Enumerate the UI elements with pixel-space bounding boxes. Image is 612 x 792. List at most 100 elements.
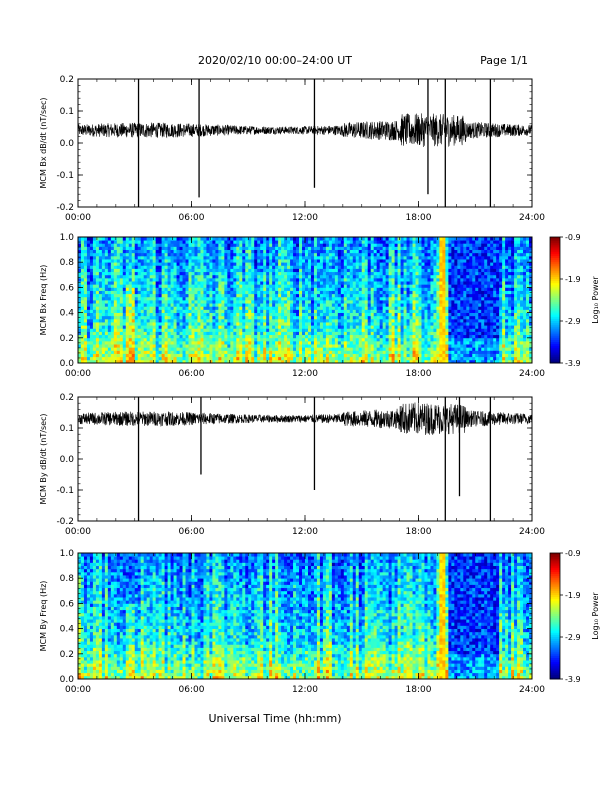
heatmap-cell [167,300,171,304]
heatmap-cell [182,277,186,282]
heatmap-cell [212,271,216,276]
heatmap-cell [275,274,279,279]
heatmap-cell [361,277,366,282]
heatmap-cell [119,356,124,361]
heatmap-cell [376,318,381,323]
heatmap-cell [361,274,366,279]
heatmap-cell [242,249,246,254]
heatmap-cell [358,334,363,339]
heatmap-cell [343,281,348,285]
heatmap-cell [152,284,157,288]
heatmap-cell [319,340,324,345]
heatmap-cell [427,347,431,351]
heatmap-cell [319,252,324,257]
heatmap-cell [340,350,345,354]
heatmap-cell [197,293,201,298]
heatmap-cell [125,359,130,364]
heatmap-cell [185,331,189,336]
heatmap-cell [328,318,333,323]
heatmap-cell [197,243,201,247]
heatmap-cell [263,347,267,351]
heatmap-cell [176,359,180,364]
heatmap-cell [194,356,198,361]
heatmap-cell [412,331,416,336]
heatmap-cell [191,359,195,364]
heatmap-cell [346,340,351,345]
heatmap-cell [86,274,91,279]
heatmap-cell [290,249,294,254]
heatmap-cell [319,347,324,351]
heatmap-cell [254,243,258,247]
heatmap-cell [290,240,294,244]
heatmap-cell [182,356,186,361]
heatmap-cell [185,237,189,241]
heatmap-cell [388,243,393,247]
heatmap-cell [122,252,127,257]
heatmap-cell [197,356,201,361]
heatmap-cell [128,331,133,336]
heatmap-cell [242,344,246,348]
heatmap-cell [260,356,264,361]
heatmap-cell [352,265,357,269]
heatmap-cell [98,243,103,247]
heatmap-cell [424,240,428,244]
heatmap-cell [95,268,100,273]
heatmap-cell [140,240,145,244]
heatmap-cell [340,318,345,323]
heatmap-cell [400,271,404,276]
heatmap-cell [310,347,315,351]
heatmap-cell [388,312,393,317]
heatmap-cell [287,344,291,348]
heatmap-cell [352,312,357,317]
heatmap-cell [188,240,192,244]
heatmap-cell [266,340,270,345]
heatmap-cell [367,334,372,339]
heatmap-cell [433,350,437,354]
heatmap-cell [191,255,195,260]
heatmap-cell [409,309,413,313]
heatmap-cell [388,287,393,291]
heatmap-cell [433,318,437,323]
heatmap-cell [248,306,252,310]
heatmap-cell [92,303,97,307]
heatmap-cell [239,281,243,285]
heatmap-cell [182,328,186,332]
heatmap-cell [433,274,437,279]
heatmap-cell [302,246,306,250]
heatmap-cell [89,262,94,266]
heatmap-cell [328,344,333,348]
heatmap-cell [122,281,127,285]
heatmap-cell [170,271,174,276]
heatmap-cell [101,331,106,336]
heatmap-cell [239,255,243,260]
heatmap-cell [173,274,177,279]
heatmap-cell [340,268,345,273]
heatmap-cell [143,249,148,254]
heatmap-cell [346,306,351,310]
heatmap-cell [346,290,351,295]
heatmap-cell [245,268,249,273]
heatmap-cell [107,274,112,279]
heatmap-cell [221,340,225,345]
heatmap-cell [200,306,204,310]
heatmap-cell [263,331,267,336]
heatmap-cell [337,274,342,279]
heatmap-cell [430,344,434,348]
heatmap-cell [296,347,300,351]
heatmap-cell [194,318,198,323]
heatmap-cell [424,290,428,295]
heatmap-cell [167,271,171,276]
heatmap-cell [424,337,428,342]
heatmap-cell [230,318,234,323]
heatmap-cell [355,347,360,351]
heatmap-cell [424,359,428,364]
heatmap-cell [346,243,351,247]
heatmap-cell [400,334,404,339]
heatmap-cell [86,312,91,317]
heatmap-cell [152,262,157,266]
heatmap-cell [188,284,192,288]
heatmap-cell [433,268,437,273]
heatmap-cell [137,300,142,304]
heatmap-cell [248,246,252,250]
heatmap-cell [400,356,404,361]
